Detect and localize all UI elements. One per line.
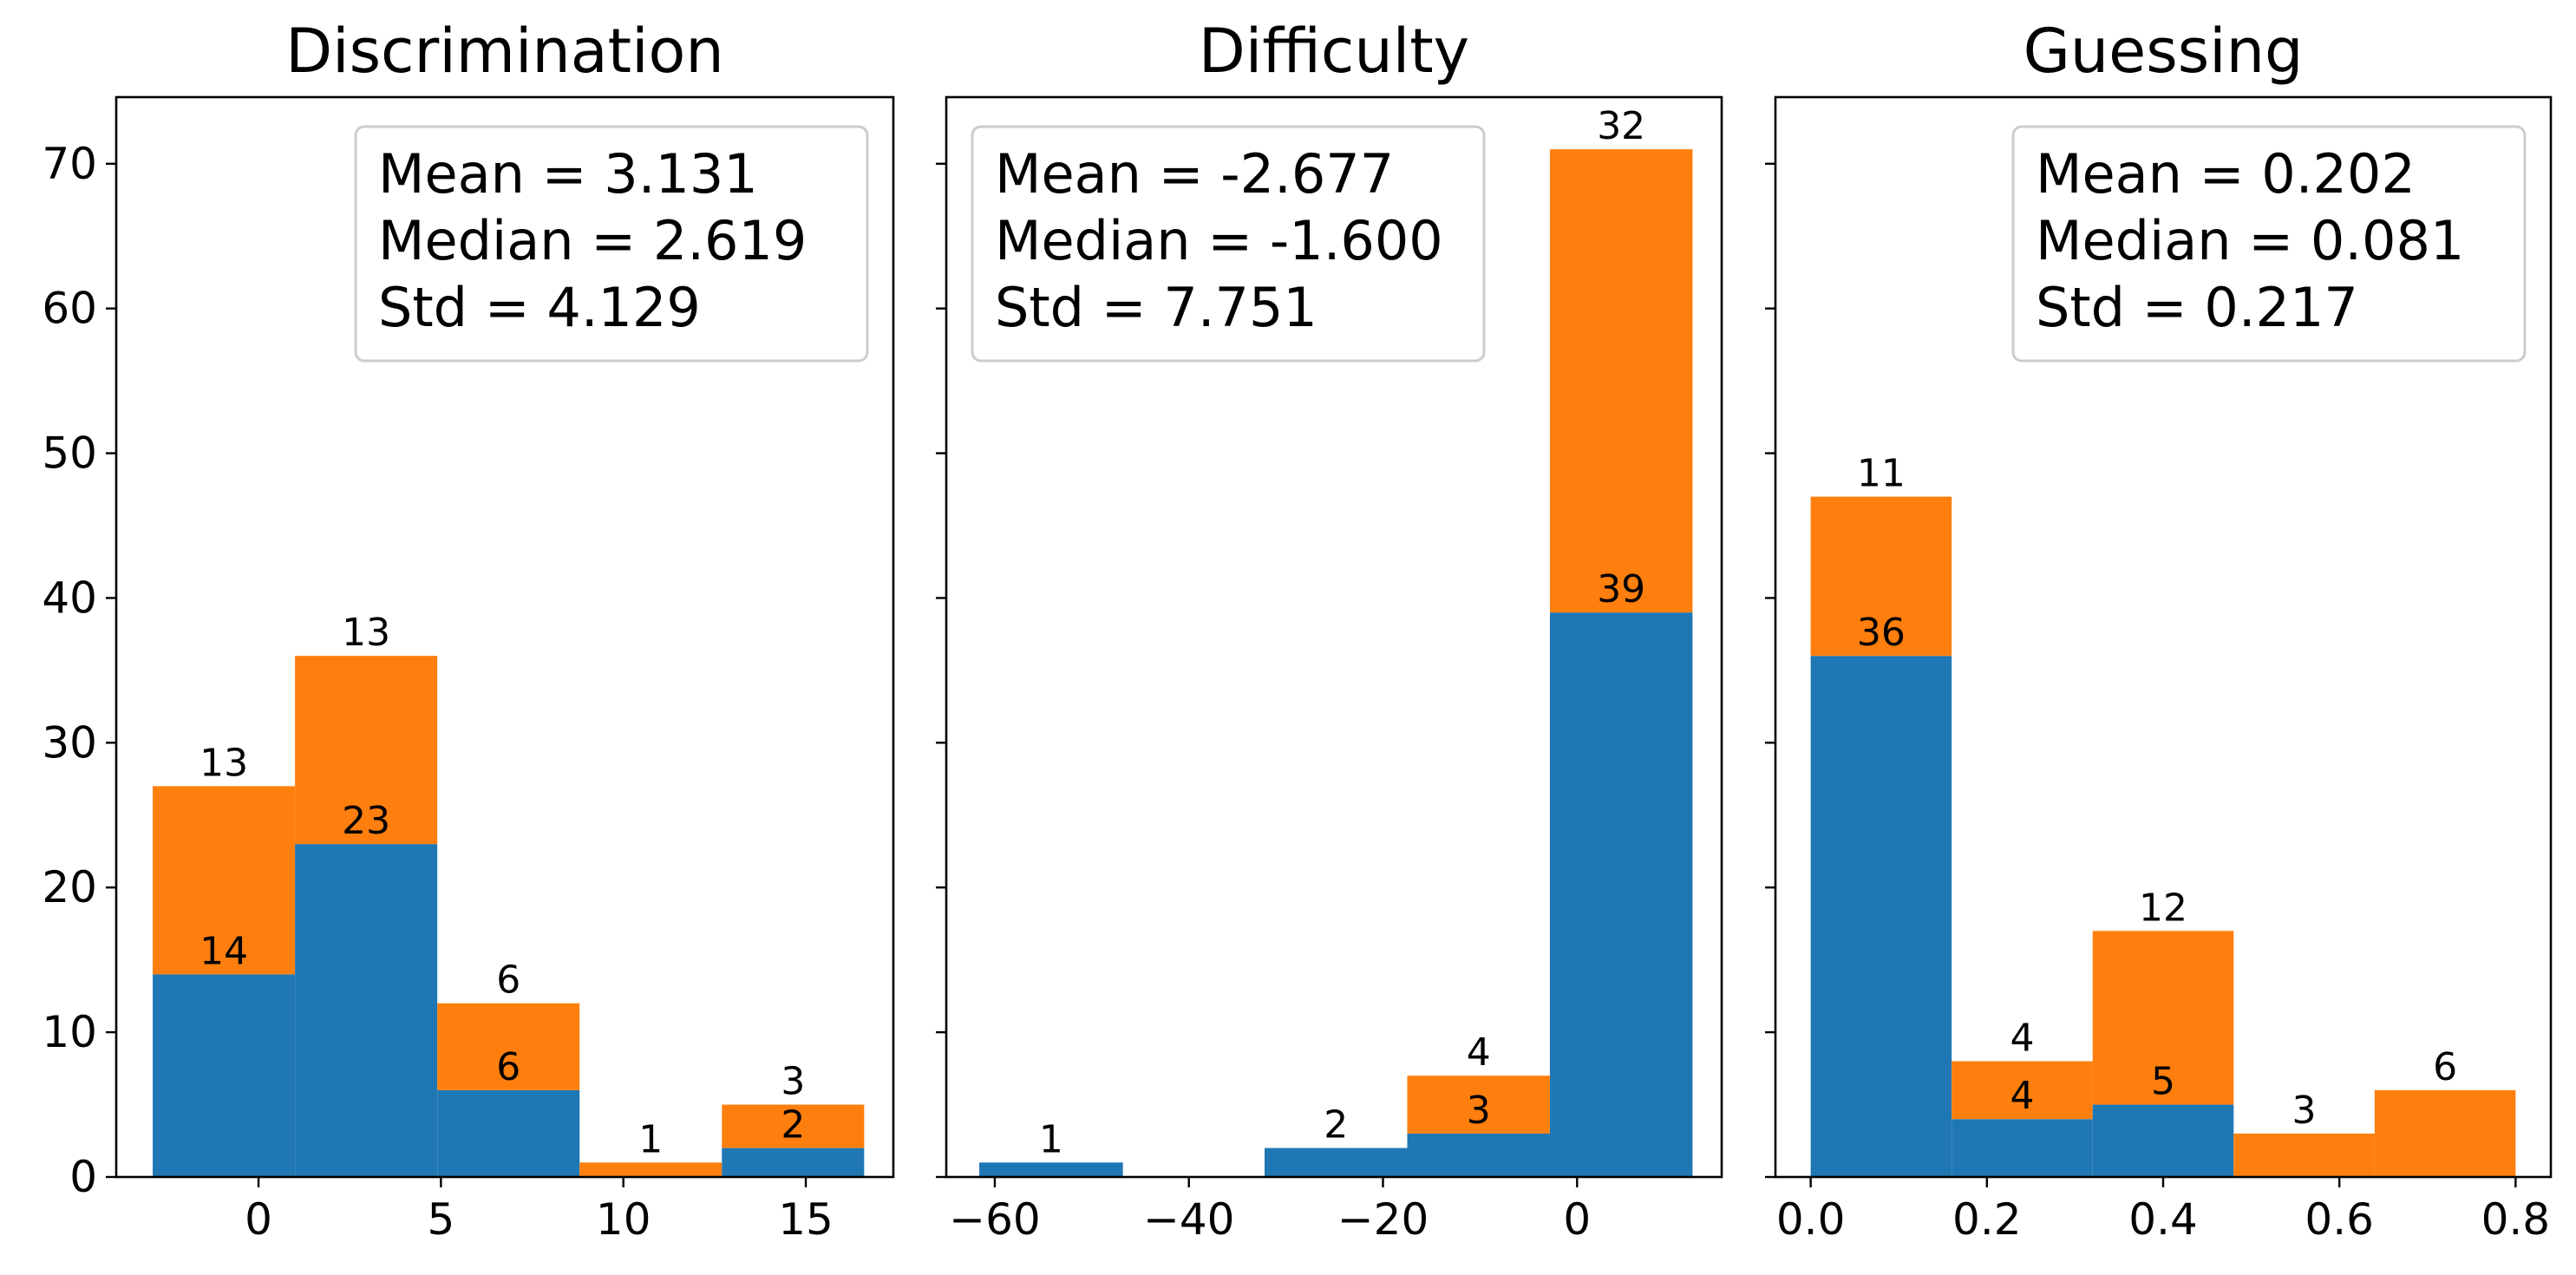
y-tick-label: 40 <box>42 572 97 623</box>
bar-label-series0-bin3: 3 <box>1467 1089 1491 1133</box>
bar-label-series0-bin1: 23 <box>342 799 390 843</box>
bar-series1-bin4 <box>722 1104 865 1148</box>
panel-difficulty: 1 2 3 4 39 32 −60 −40 −20 0 Difficulty Mean = -2.67… <box>936 16 1723 1245</box>
bar-label-series1-bin0: 11 <box>1857 452 1906 496</box>
stats-line: Median = -1.600 <box>995 209 1443 272</box>
y-tick-label: 10 <box>42 1007 97 1057</box>
bar-series1-bin2 <box>2092 931 2234 1105</box>
y-tick-label: 60 <box>42 284 97 334</box>
bar-series0-bin2 <box>1264 1148 1408 1177</box>
bar-series0-bin1 <box>295 844 438 1177</box>
bar-series1-bin3 <box>579 1162 722 1177</box>
x-tick-label: −40 <box>1143 1194 1235 1245</box>
y-tick-label: 30 <box>42 717 97 768</box>
bar-label-series1-bin2: 12 <box>2139 886 2187 930</box>
bar-series0-bin0 <box>153 974 296 1177</box>
x-tick-label: 15 <box>778 1194 834 1245</box>
bar-label-series1-bin1: 13 <box>342 611 390 655</box>
bar-label-series1-bin1: 4 <box>2010 1016 2034 1060</box>
bar-label-series0-bin1: 4 <box>2010 1074 2034 1118</box>
x-tick-label: 0 <box>1563 1194 1591 1245</box>
axes-frame <box>114 95 895 1179</box>
bar-series0-bin0 <box>979 1162 1123 1177</box>
axes-frame <box>945 95 1723 1179</box>
x-tick-label: 0.8 <box>2481 1194 2551 1245</box>
bar-label-series0-bin2: 2 <box>1324 1103 1348 1148</box>
x-tick-label: 5 <box>427 1194 454 1245</box>
bar-label-series1-bin4: 6 <box>2433 1045 2457 1089</box>
y-tick-label: 70 <box>42 139 97 189</box>
bar-series0-bin1 <box>1952 1119 2093 1177</box>
x-tick-label: 0.6 <box>2305 1194 2374 1245</box>
x-tick-label: −60 <box>949 1194 1041 1245</box>
bar-series1-bin4 <box>2374 1089 2516 1177</box>
stats-line: Median = 0.081 <box>2036 209 2464 272</box>
panel-title: Discrimination <box>285 16 724 87</box>
bar-label-series1-bin4: 3 <box>781 1060 805 1104</box>
bar-series0-bin4 <box>1549 612 1693 1177</box>
y-tick-label: 20 <box>42 862 97 912</box>
bar-series0-bin2 <box>437 1089 580 1177</box>
y-tick-label: 0 <box>69 1152 97 1202</box>
stats-box <box>354 125 869 363</box>
bar-label-series0-bin2: 6 <box>496 1045 520 1089</box>
y-tick-label: 50 <box>42 428 97 479</box>
bar-label-series1-bin3: 4 <box>1467 1030 1491 1075</box>
panel-title: Guessing <box>2024 16 2304 87</box>
x-tick-label: 0 <box>245 1194 272 1245</box>
bar-series0-bin2 <box>2092 1104 2234 1177</box>
bar-label-series1-bin0: 13 <box>199 741 248 785</box>
bar-series0-bin3 <box>1407 1133 1550 1177</box>
x-tick-label: −20 <box>1337 1194 1429 1245</box>
bar-label-series0-bin0: 36 <box>1857 611 1906 655</box>
stats-line: Mean = 0.202 <box>2036 142 2416 206</box>
bar-label-series1-bin4: 32 <box>1597 104 1645 148</box>
bar-series1-bin0 <box>1810 496 1952 657</box>
stats-line: Std = 4.129 <box>378 276 701 339</box>
stats-line: Std = 0.217 <box>2036 276 2358 339</box>
bar-series1-bin1 <box>295 656 438 845</box>
bar-series1-bin3 <box>2233 1133 2375 1177</box>
bar-series1-bin1 <box>1952 1061 2093 1120</box>
bar-label-series1-bin3: 3 <box>2292 1089 2317 1133</box>
bar-label-series0-bin2: 5 <box>2151 1060 2175 1104</box>
x-tick-label: 0.4 <box>2128 1194 2198 1245</box>
bar-label-series0-bin4: 39 <box>1597 567 1645 611</box>
stats-line: Std = 7.751 <box>995 276 1317 339</box>
bar-series1-bin4 <box>1549 149 1693 613</box>
bar-series0-bin4 <box>722 1148 865 1177</box>
panel-title: Difficulty <box>1199 16 1469 87</box>
bar-label-series1-bin2: 6 <box>496 958 520 1003</box>
bar-series1-bin0 <box>153 786 296 975</box>
bar-label-series0-bin0: 1 <box>1039 1117 1063 1161</box>
stats-box <box>2011 125 2527 363</box>
stats-line: Mean = -2.677 <box>995 142 1394 206</box>
x-tick-label: 0.0 <box>1776 1194 1846 1245</box>
x-tick-label: 10 <box>596 1194 651 1245</box>
bar-series1-bin3 <box>1407 1076 1550 1134</box>
bar-series1-bin2 <box>437 1003 580 1090</box>
bar-label-series0-bin0: 14 <box>199 929 248 973</box>
bar-label-series1-bin3: 1 <box>638 1117 663 1161</box>
stats-line: Median = 2.619 <box>378 209 807 272</box>
bar-series0-bin0 <box>1810 656 1952 1177</box>
stats-box <box>971 125 1486 363</box>
x-tick-label: 0.2 <box>1952 1194 2022 1245</box>
stats-line: Mean = 3.131 <box>378 142 758 206</box>
bar-label-series0-bin4: 2 <box>781 1103 805 1148</box>
